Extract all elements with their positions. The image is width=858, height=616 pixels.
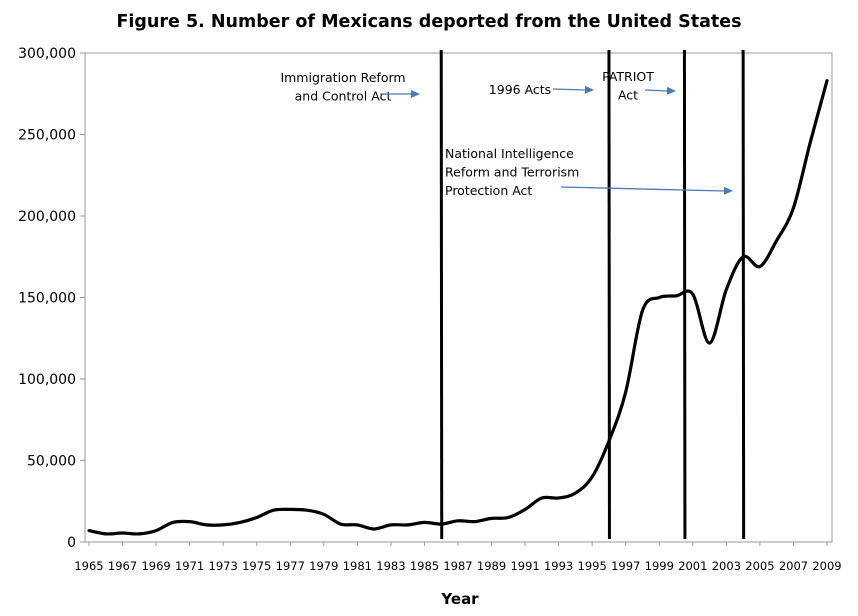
annotation-label: and Control Act: [295, 89, 392, 104]
x-tick-label: 2003: [712, 559, 741, 573]
x-tick-label: 1965: [74, 559, 103, 573]
x-axis-label: Year: [440, 590, 479, 608]
y-axis: 0 50,000 100,000 150,000 200,000 250,000 300,0…: [18, 46, 85, 551]
x-axis: 1965 1967 1969 1971 1973 1975 1977 1979 1981 1983…: [74, 542, 842, 573]
x-tick-label: 1985: [410, 559, 439, 573]
x-tick-label: 1987: [443, 559, 472, 573]
y-tick-label: 300,000: [18, 46, 76, 62]
x-tick-label: 1981: [343, 559, 372, 573]
annotation-arrow-shaft: [552, 88, 587, 91]
x-tick-label: 1991: [510, 559, 539, 573]
x-tick-label: 1979: [309, 559, 338, 573]
x-tick-label: 1977: [276, 559, 305, 573]
annotation-label: National Intelligence: [445, 146, 574, 161]
chart-title: Figure 5. Number of Mexicans deported fr…: [116, 12, 741, 32]
annotation-arrow-shaft: [644, 89, 669, 92]
x-tick-label: 1967: [108, 559, 137, 573]
event-line: [741, 49, 746, 540]
x-tick-label: 1993: [544, 559, 573, 573]
annotation-label: Protection Act: [445, 183, 532, 198]
annotation-label: PATRIOT: [602, 69, 654, 84]
event-line: [439, 49, 444, 540]
y-tick-label: 150,000: [18, 291, 76, 307]
x-tick-label: 2001: [678, 559, 707, 573]
series-line: [87, 79, 829, 536]
x-tick-label: 1999: [645, 559, 674, 573]
x-tick-label: 2009: [812, 559, 841, 573]
annotation-arrow-head: [723, 186, 733, 195]
annotation-arrow-head: [584, 85, 594, 94]
x-tick-label: 1971: [175, 559, 204, 573]
annotations: Immigration Reform and Control Act 1996 Ac…: [280, 69, 733, 198]
y-tick-label: 100,000: [18, 372, 76, 388]
annotation-arrow-head: [411, 90, 420, 98]
y-tick-label: 0: [67, 535, 76, 551]
x-tick-label: 1989: [477, 559, 506, 573]
y-tick-label: 200,000: [18, 209, 76, 225]
y-tick-label: 50,000: [27, 454, 76, 470]
annotation-label: Immigration Reform: [280, 70, 405, 85]
x-tick-label: 2007: [779, 559, 808, 573]
y-tick-label: 250,000: [18, 128, 76, 144]
event-lines: [439, 49, 746, 540]
annotation-label: Act: [618, 88, 638, 103]
x-tick-label: 1973: [209, 559, 238, 573]
x-tick-label: 1983: [376, 559, 405, 573]
annotation-label: 1996 Acts: [489, 82, 551, 97]
plot-area-frame: [84, 52, 833, 543]
x-tick-label: 1995: [578, 559, 607, 573]
annotation-arrow-shaft: [560, 186, 726, 192]
x-tick-label: 2005: [745, 559, 774, 573]
event-line: [607, 49, 611, 540]
annotation-label: Reform and Terrorism: [445, 165, 579, 180]
x-tick-label: 1997: [611, 559, 640, 573]
event-line: [682, 49, 687, 540]
x-tick-label: 1969: [141, 559, 170, 573]
x-tick-label: 1975: [242, 559, 271, 573]
annotation-arrow-head: [666, 86, 676, 95]
